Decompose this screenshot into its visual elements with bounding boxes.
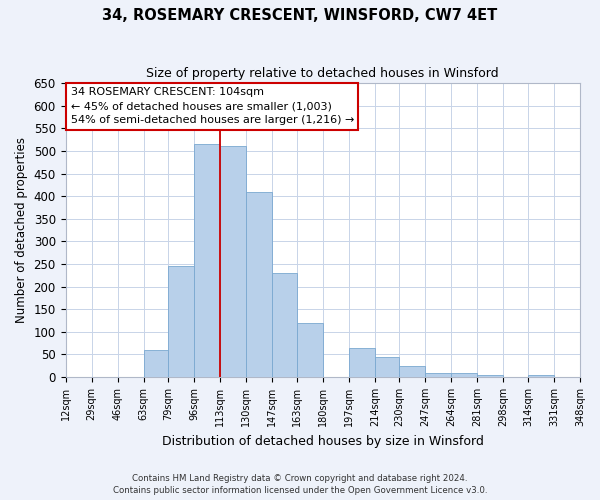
Text: 34, ROSEMARY CRESCENT, WINSFORD, CW7 4ET: 34, ROSEMARY CRESCENT, WINSFORD, CW7 4ET: [103, 8, 497, 22]
Bar: [400, 366, 425, 377]
Bar: [425, 372, 451, 377]
Bar: [168, 266, 194, 377]
Bar: [272, 273, 297, 377]
Bar: [297, 323, 323, 377]
Bar: [528, 375, 554, 377]
Text: Contains HM Land Registry data © Crown copyright and database right 2024.
Contai: Contains HM Land Registry data © Crown c…: [113, 474, 487, 495]
Bar: [143, 350, 168, 377]
X-axis label: Distribution of detached houses by size in Winsford: Distribution of detached houses by size …: [162, 434, 484, 448]
Title: Size of property relative to detached houses in Winsford: Size of property relative to detached ho…: [146, 68, 499, 80]
Bar: [220, 146, 246, 377]
Bar: [194, 144, 220, 377]
Bar: [349, 348, 375, 377]
Bar: [375, 356, 400, 377]
Bar: [246, 192, 272, 377]
Y-axis label: Number of detached properties: Number of detached properties: [15, 137, 28, 323]
Bar: [478, 375, 503, 377]
Bar: [451, 372, 478, 377]
Text: 34 ROSEMARY CRESCENT: 104sqm
← 45% of detached houses are smaller (1,003)
54% of: 34 ROSEMARY CRESCENT: 104sqm ← 45% of de…: [71, 88, 354, 126]
